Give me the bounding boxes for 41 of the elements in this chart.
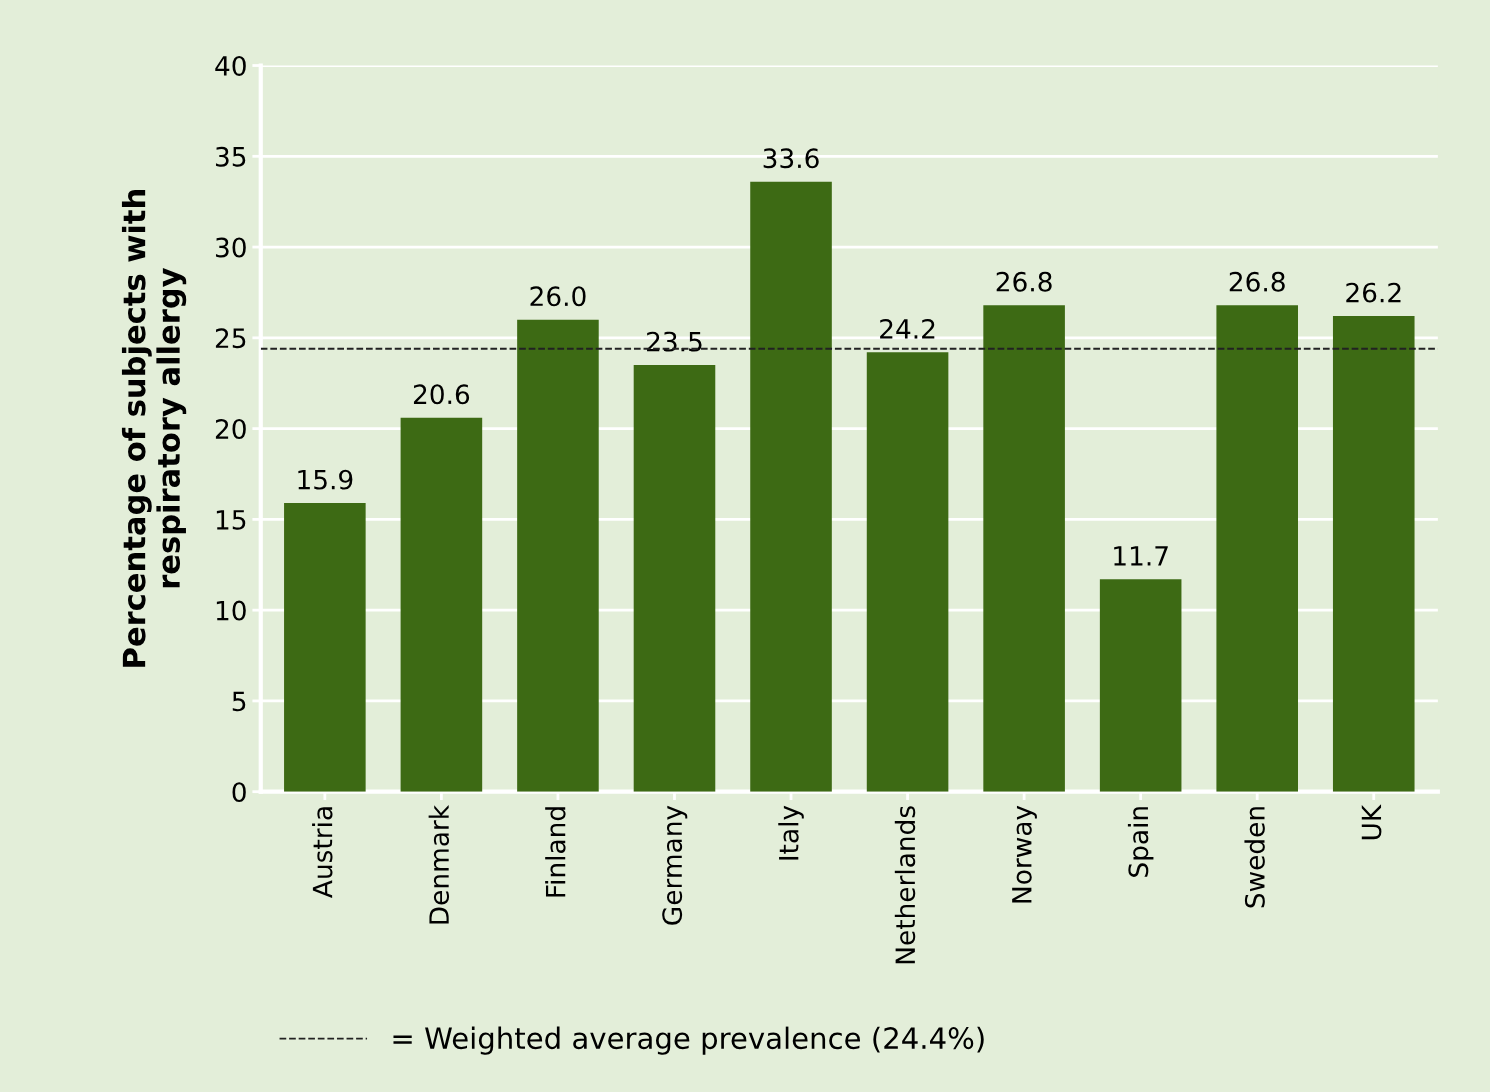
y-tick-label: 40: [215, 55, 246, 76]
bar: [750, 181, 832, 792]
bar: [400, 417, 483, 792]
x-tick-label: Spain: [1127, 807, 1154, 877]
x-tick-label: Finland: [545, 807, 566, 897]
bar: [517, 319, 599, 792]
x-tick-label: Germany: [662, 805, 688, 925]
x-tick-label: Norway: [1012, 805, 1037, 903]
data-label: 26.0: [530, 286, 586, 307]
x-tick-label: UK: [1361, 804, 1382, 840]
bar: [866, 352, 949, 792]
data-label: 15.9: [298, 469, 353, 490]
data-label: 24.2: [880, 318, 935, 339]
x-tick-label: Italy: [778, 805, 804, 860]
bar: [633, 365, 716, 792]
y-tick-label: 15: [216, 510, 246, 530]
bar: [284, 503, 366, 792]
y-tick-label: 5: [232, 691, 246, 712]
y-tick-label: 35: [215, 146, 246, 167]
data-label: 20.6: [413, 384, 470, 405]
y-tick-label: 20: [215, 419, 246, 440]
bar: [983, 305, 1065, 792]
data-label: 33.6: [763, 148, 819, 169]
x-tick-label: Denmark: [428, 804, 450, 924]
y-tick-label: 10: [216, 600, 246, 621]
data-label: 11.7: [1114, 546, 1168, 566]
y-tick-label: 0: [232, 782, 246, 803]
x-tick-label: Sweden: [1244, 807, 1265, 908]
data-label: 23.5: [647, 331, 702, 352]
x-tick-label: Austria: [312, 807, 333, 898]
y-tick-label: 25: [215, 328, 246, 349]
bar: [1332, 316, 1415, 792]
data-label: 26.8: [996, 271, 1052, 292]
legend-label: = Weighted average prevalence (24.4%): [393, 1026, 984, 1055]
data-label: 26.8: [1229, 271, 1285, 292]
bar: [1099, 579, 1182, 792]
x-tick-label: Netherlands: [894, 806, 916, 964]
data-label: 26.2: [1346, 282, 1401, 303]
y-tick-label: 30: [215, 237, 246, 258]
bar: [1216, 305, 1298, 792]
y-axis-title: Percentage of subjects with respiratory allergy: [121, 190, 187, 667]
